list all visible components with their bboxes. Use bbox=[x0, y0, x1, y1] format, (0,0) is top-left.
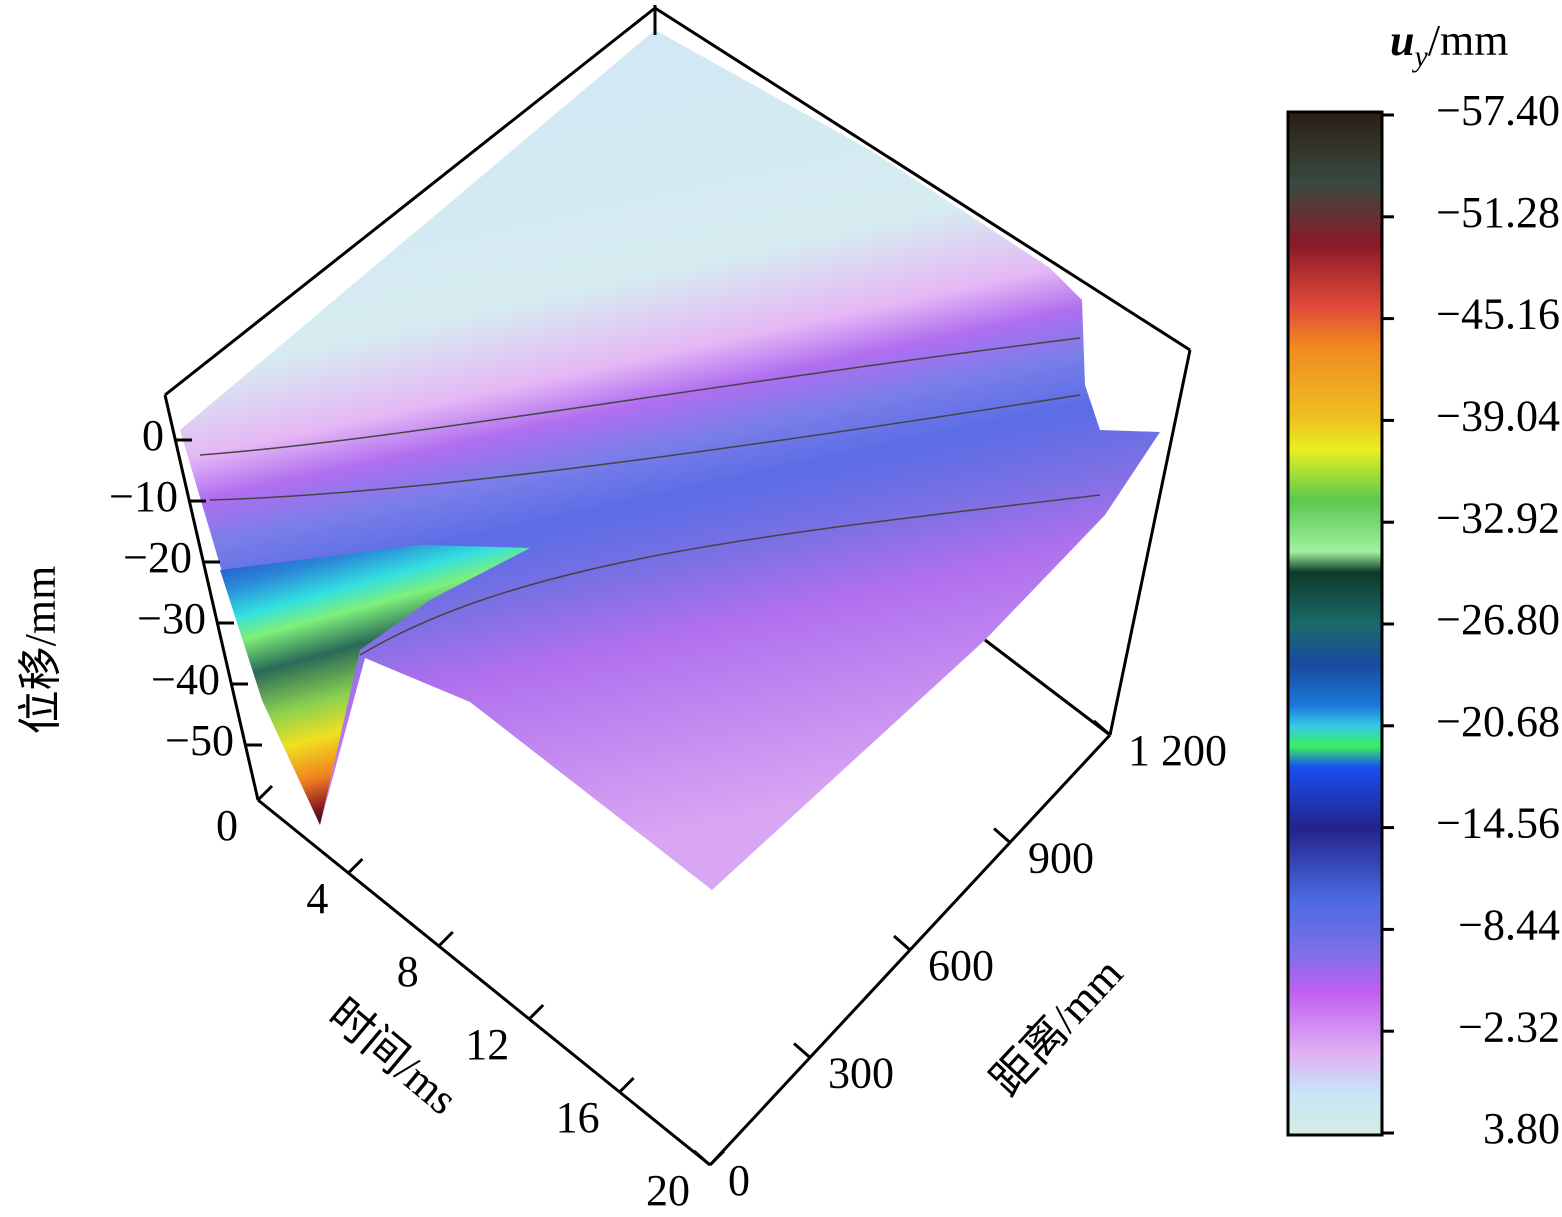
tick-mark bbox=[708, 1149, 726, 1167]
tick-label: −30 bbox=[137, 594, 206, 643]
tick-label: −50 bbox=[165, 716, 234, 765]
tick-label: −20 bbox=[123, 533, 192, 582]
colorbar-tick-label: −8.44 bbox=[1458, 900, 1560, 949]
tick-label: −40 bbox=[151, 655, 220, 704]
tick-mark bbox=[793, 1042, 811, 1059]
colorbar-tick-label: −26.80 bbox=[1436, 595, 1560, 644]
colorbar-tick-label: −39.04 bbox=[1436, 391, 1560, 440]
tick-mark bbox=[347, 857, 364, 875]
tick-label: 0 bbox=[216, 801, 238, 850]
tick-mark bbox=[256, 784, 274, 802]
time-axis-title: 时间/ms bbox=[319, 989, 467, 1124]
tick-label: 600 bbox=[928, 941, 994, 990]
distance-axis-title: 距离/mm bbox=[981, 949, 1132, 1106]
tick-label: 8 bbox=[397, 947, 419, 996]
tick-mark bbox=[618, 1076, 635, 1094]
colorbar-tick-label: −57.40 bbox=[1436, 86, 1560, 135]
colorbar-tick-label: −32.92 bbox=[1436, 493, 1560, 542]
colorbar-tick-label: 3.80 bbox=[1483, 1104, 1560, 1153]
tick-mark bbox=[437, 930, 454, 948]
tick-label: 0 bbox=[142, 411, 164, 460]
tick-label: 4 bbox=[306, 874, 328, 923]
tick-label: 300 bbox=[828, 1049, 894, 1098]
tick-label: 16 bbox=[556, 1093, 600, 1142]
colorbar-tick-label: −2.32 bbox=[1458, 1002, 1560, 1051]
tick-mark bbox=[993, 827, 1011, 844]
colorbar-tick-label: −20.68 bbox=[1436, 697, 1560, 746]
tick-label: 1 200 bbox=[1128, 726, 1227, 775]
surface bbox=[180, 30, 1160, 890]
tick-label: 0 bbox=[728, 1156, 750, 1205]
tick-mark bbox=[893, 934, 911, 952]
tick-label: 20 bbox=[646, 1166, 690, 1215]
tick-label: 900 bbox=[1028, 834, 1094, 883]
colorbar-tick-label: −51.28 bbox=[1436, 188, 1560, 237]
colorbar-tick-label: −14.56 bbox=[1436, 799, 1560, 848]
colorbar bbox=[1286, 110, 1384, 1137]
tick-mark bbox=[693, 1149, 711, 1167]
colorbar-tick-label: −45.16 bbox=[1436, 290, 1560, 339]
colorbar-title: uy/mm bbox=[1390, 16, 1509, 73]
z-axis-title: 位移/mm bbox=[16, 566, 65, 735]
tick-label: −10 bbox=[109, 472, 178, 521]
tick-mark bbox=[528, 1003, 545, 1021]
tick-label: 12 bbox=[465, 1020, 509, 1069]
tick-mark bbox=[1093, 719, 1111, 737]
